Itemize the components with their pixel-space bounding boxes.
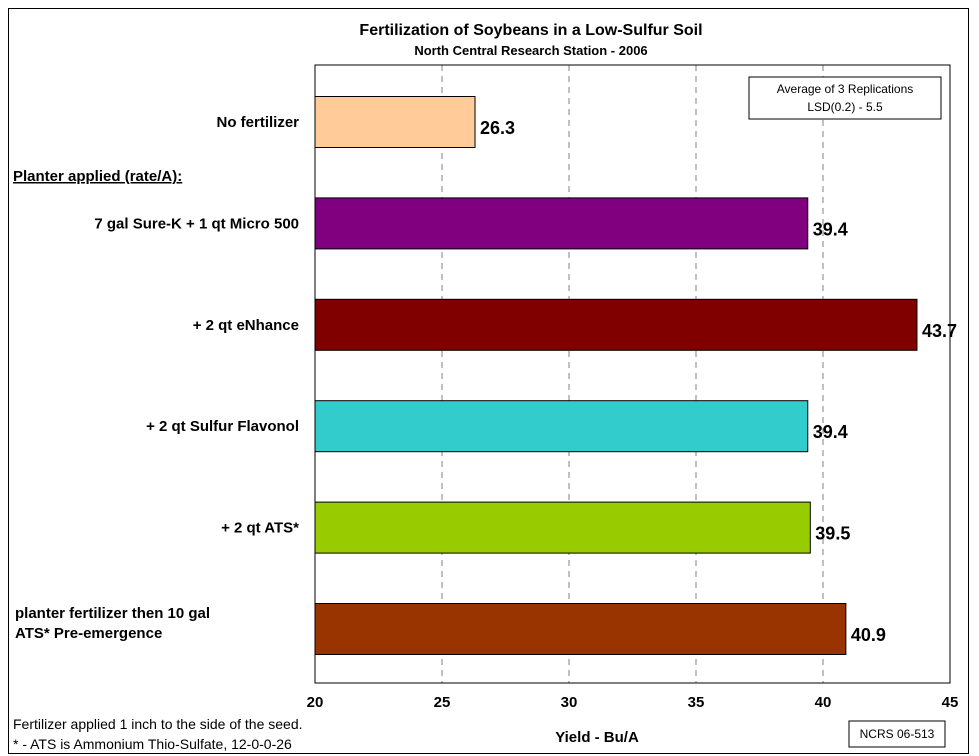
x-tick-label: 30 xyxy=(561,694,578,711)
data-label: 40.9 xyxy=(851,625,886,645)
category-label: + 2 qt Sulfur Flavonol xyxy=(146,418,299,435)
category-labels: No fertilizer 7 gal Sure-K + 1 qt Micro 5… xyxy=(15,114,299,642)
legend-line2: LSD(0.2) - 5.5 xyxy=(807,100,883,114)
data-label: 39.4 xyxy=(813,422,848,442)
data-label: 39.5 xyxy=(815,524,850,544)
x-tick-label: 45 xyxy=(942,694,959,711)
bar xyxy=(314,603,847,655)
plot-area xyxy=(314,64,951,684)
data-label: 39.4 xyxy=(813,219,848,239)
category-label: + 2 qt eNhance xyxy=(193,317,299,334)
data-label: 43.7 xyxy=(922,321,957,341)
bar xyxy=(314,197,809,250)
chart-frame: Fertilization of Soybeans in a Low-Sulfu… xyxy=(8,8,969,754)
gridlines xyxy=(441,65,824,683)
category-label: ATS* Pre-emergence xyxy=(15,625,162,642)
tick-labels: 20 25 30 35 40 45 xyxy=(307,694,959,711)
group-header: Planter applied (rate/A): xyxy=(13,168,182,185)
footnote-1: Fertilizer applied 1 inch to the side of… xyxy=(13,716,303,732)
category-label: + 2 qt ATS* xyxy=(221,520,299,537)
category-label: 7 gal Sure-K + 1 qt Micro 500 xyxy=(94,215,299,232)
footnote-2: * - ATS is Ammonium Thio-Sulfate, 12-0-0… xyxy=(13,736,292,752)
bar xyxy=(314,400,809,453)
category-label: No fertilizer xyxy=(216,114,299,131)
code-box-text: NCRS 06-513 xyxy=(860,727,935,741)
x-tick-label: 25 xyxy=(434,694,451,711)
x-axis-title: Yield - Bu/A xyxy=(555,729,639,746)
bar xyxy=(314,96,476,148)
bar xyxy=(314,501,811,554)
chart-svg: Fertilization of Soybeans in a Low-Sulfu… xyxy=(13,22,959,752)
chart-subtitle: North Central Research Station - 2006 xyxy=(414,43,647,58)
legend-line1: Average of 3 Replications xyxy=(777,82,914,96)
chart-title: Fertilization of Soybeans in a Low-Sulfu… xyxy=(359,22,702,39)
legend-box xyxy=(748,76,942,120)
bar xyxy=(314,298,918,351)
category-label: planter fertilizer then 10 gal xyxy=(15,605,210,622)
data-label: 26.3 xyxy=(480,118,515,138)
bars-group: 26.3 39.4 43.7 39.4 39.5 40.9 xyxy=(314,96,957,655)
x-tick-label: 20 xyxy=(307,694,324,711)
x-tick-label: 35 xyxy=(688,694,705,711)
code-box xyxy=(848,720,946,748)
x-tick-label: 40 xyxy=(815,694,832,711)
